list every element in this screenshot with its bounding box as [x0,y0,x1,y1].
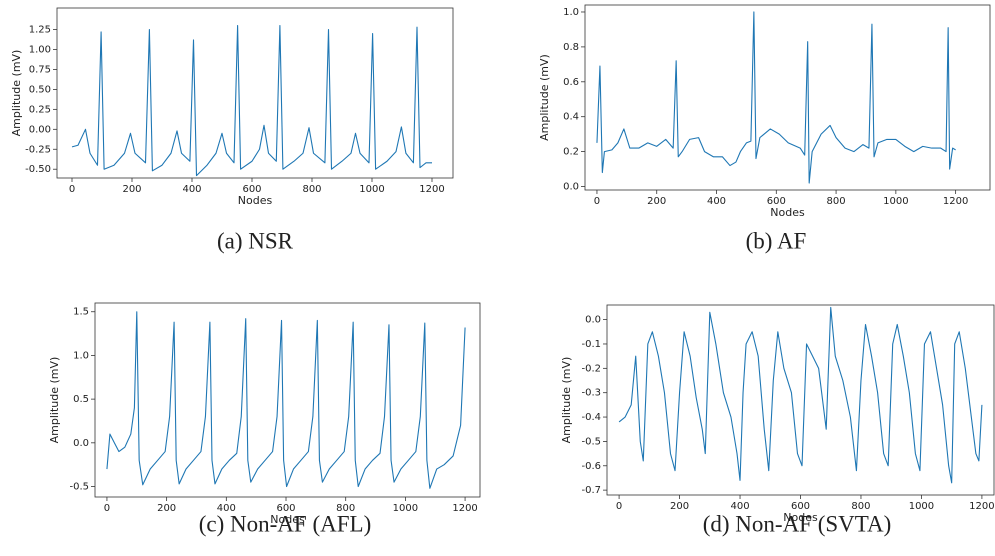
signal-line [618,306,983,484]
x-tick-label: 200 [670,501,689,512]
y-tick-label: -0.7 [581,485,601,496]
x-tick-label: 0 [594,196,600,207]
y-tick-label: -0.5 [581,436,601,447]
axes-frame [584,4,991,191]
panel: 0 200 400 600 800 1000 1200 -0.5 0.0 0.5 1.0 1.5 Nod… [48,302,481,536]
y-axis-label: Amplitude (mV) [10,50,23,137]
x-tick-label: 1000 [883,196,908,207]
panel: 0 200 400 600 800 1000 1200 0.0 0.2 0.4 0.6 0.8 1.0 N… [538,4,991,253]
plot-area [618,306,983,484]
x-tick-label: 1000 [909,501,934,512]
y-tick-label: 0.8 [563,42,579,53]
y-tick-label: -0.5 [69,482,89,493]
axes-frame [56,7,454,179]
axes-frame [94,302,481,498]
x-tick-label: 1200 [419,184,444,195]
caption: (c) Non-AF (AFL) [199,511,371,536]
x-axis-label: Nodes [770,206,805,219]
signal-line [106,311,466,489]
panel: 0 200 400 600 800 1000 1200 -0.7 -0.6 -0.5 -0.4 -0.… [560,304,995,536]
x-tick-label: 200 [647,196,666,207]
x-tick-label: 200 [122,184,141,195]
x-tick-label: 400 [730,501,749,512]
y-tick-label: -0.50 [25,164,51,175]
x-tick-label: 400 [182,184,201,195]
y-tick-label: 1.0 [73,350,89,361]
x-tick-label: 0 [69,184,75,195]
x-tick-label: 1200 [969,501,994,512]
y-tick-label: 0.2 [563,147,579,158]
x-tick-label: 200 [157,503,176,514]
y-tick-label: 0.0 [563,182,579,193]
y-tick-label: 0.0 [73,438,89,449]
y-tick-label: 0.75 [29,64,51,75]
signal-line [71,25,432,177]
y-axis-label: Amplitude (mV) [538,54,551,141]
y-tick-label: 0.6 [563,77,579,88]
x-tick-label: 600 [242,184,261,195]
x-axis-label: Nodes [783,511,818,524]
y-tick-label: -0.25 [25,144,51,155]
x-tick-label: 600 [767,196,786,207]
y-tick-label: 0.4 [563,112,579,123]
plot-area [106,311,466,489]
plot-area [596,11,956,184]
y-tick-label: 0.00 [29,124,51,135]
y-tick-label: 0.50 [29,84,51,95]
y-axis-label: Amplitude (mV) [48,357,61,444]
x-tick-label: 1200 [943,196,968,207]
caption: (b) AF [746,228,807,253]
y-tick-label: 1.0 [563,7,579,18]
x-tick-label: 0 [104,503,110,514]
x-tick-label: 1000 [359,184,384,195]
x-tick-label: 400 [217,503,236,514]
x-tick-label: 0 [616,501,622,512]
x-tick-label: 800 [851,501,870,512]
y-tick-label: 1.00 [29,45,51,56]
y-tick-label: 1.25 [29,25,51,36]
panel: 0 200 400 600 800 1000 1200 -0.50 -0.25 0.00 0.25 0… [10,7,454,253]
y-tick-label: 0.0 [585,315,601,326]
plot-area [71,25,432,177]
x-tick-label: 800 [302,184,321,195]
x-tick-label: 600 [791,501,810,512]
x-tick-label: 1000 [393,503,418,514]
y-tick-label: 1.5 [73,307,89,318]
x-axis-label: Nodes [270,513,305,526]
y-tick-label: -0.2 [581,363,601,374]
x-tick-label: 800 [827,196,846,207]
x-tick-label: 600 [276,503,295,514]
signal-line [596,11,956,184]
x-tick-label: 800 [336,503,355,514]
y-tick-label: 0.5 [73,394,89,405]
caption: (d) Non-AF (SVTA) [703,511,892,536]
y-tick-label: -0.1 [581,339,601,350]
y-tick-label: -0.3 [581,388,601,399]
y-tick-label: 0.25 [29,104,51,115]
caption: (a) NSR [217,228,294,253]
y-tick-label: -0.6 [581,461,601,472]
y-axis-label: Amplitude (mV) [560,357,573,444]
x-tick-label: 1200 [452,503,477,514]
x-tick-label: 400 [707,196,726,207]
x-axis-label: Nodes [238,194,273,207]
y-tick-label: -0.4 [581,412,601,423]
